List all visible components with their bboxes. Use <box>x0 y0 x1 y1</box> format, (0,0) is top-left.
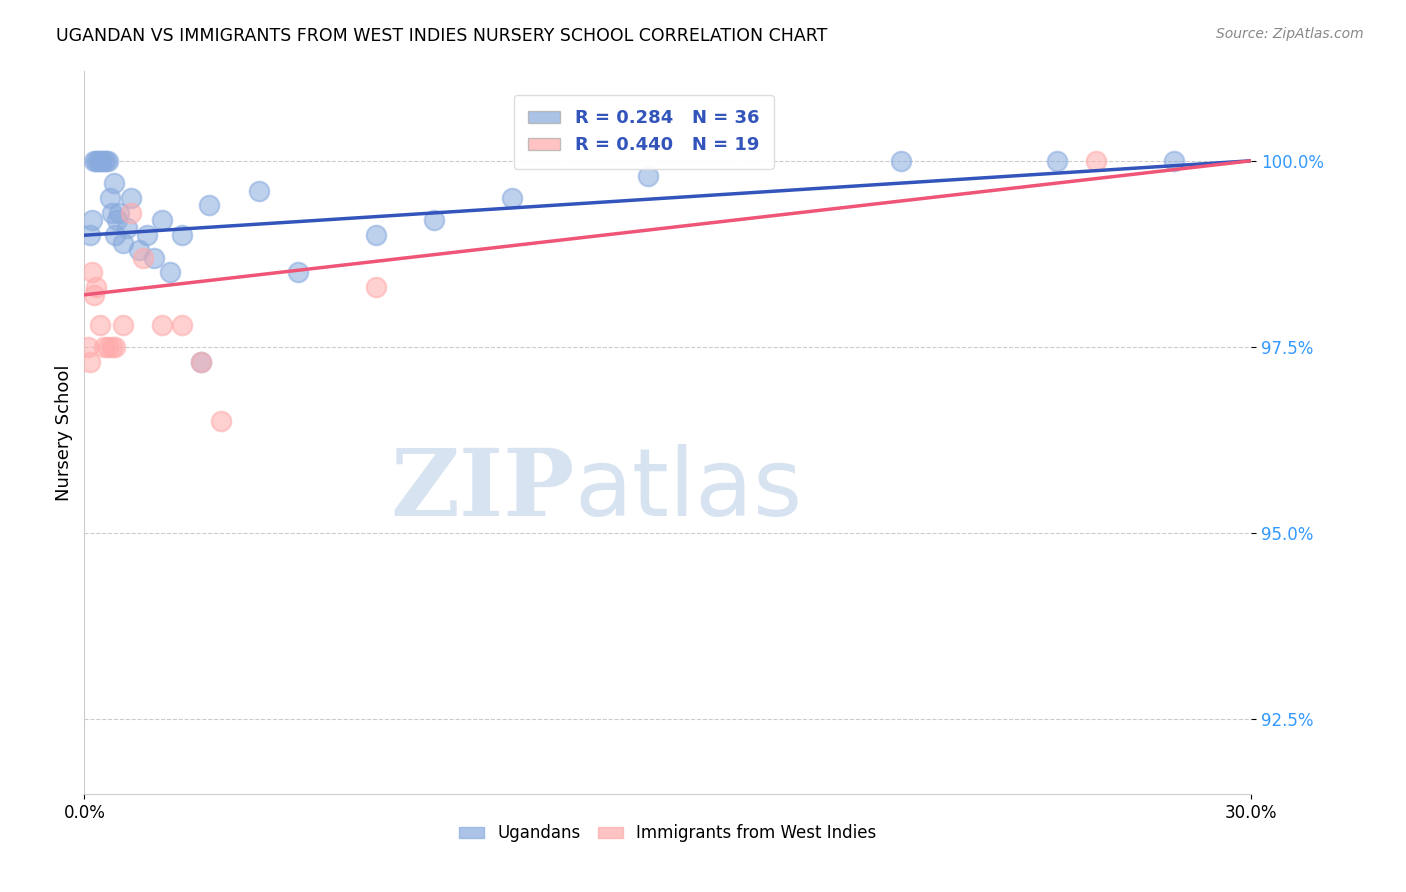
Point <box>103 176 125 190</box>
Point <box>90 153 112 168</box>
Point <box>120 206 142 220</box>
Point <box>93 340 115 354</box>
Point <box>87 153 110 168</box>
Point <box>190 355 212 369</box>
Point <box>209 414 232 428</box>
Point <box>83 288 105 302</box>
Point <box>112 235 135 250</box>
Point <box>104 228 127 243</box>
Point <box>108 206 131 220</box>
Point <box>366 280 388 294</box>
Point <box>89 153 111 168</box>
Point <box>128 243 150 257</box>
Point <box>150 318 173 332</box>
Point <box>170 228 193 243</box>
Point <box>89 318 111 332</box>
Point <box>501 191 523 205</box>
Point <box>79 355 101 369</box>
Legend: Ugandans, Immigrants from West Indies: Ugandans, Immigrants from West Indies <box>451 816 884 851</box>
Point <box>93 153 115 168</box>
Point <box>84 153 107 168</box>
Point <box>84 280 107 294</box>
Point <box>170 318 193 332</box>
Point <box>150 213 173 227</box>
Text: atlas: atlas <box>575 444 803 536</box>
Point <box>120 191 142 205</box>
Point <box>77 340 100 354</box>
Point <box>94 153 117 168</box>
Point <box>190 355 212 369</box>
Point <box>100 206 122 220</box>
Text: Source: ZipAtlas.com: Source: ZipAtlas.com <box>1216 27 1364 41</box>
Point <box>97 153 120 168</box>
Text: UGANDAN VS IMMIGRANTS FROM WEST INDIES NURSERY SCHOOL CORRELATION CHART: UGANDAN VS IMMIGRANTS FROM WEST INDIES N… <box>56 27 828 45</box>
Point <box>97 340 120 354</box>
Point <box>637 169 659 183</box>
Point <box>890 153 912 168</box>
Point <box>107 213 129 227</box>
Point <box>423 213 446 227</box>
Point <box>198 198 221 212</box>
Text: ZIP: ZIP <box>391 445 575 535</box>
Point <box>132 251 155 265</box>
Point <box>83 153 105 168</box>
Point <box>82 213 104 227</box>
Point <box>287 265 309 279</box>
Point <box>1084 153 1107 168</box>
Point <box>1046 153 1069 168</box>
Point <box>100 340 122 354</box>
Point <box>98 191 121 205</box>
Point <box>112 318 135 332</box>
Y-axis label: Nursery School: Nursery School <box>55 364 73 501</box>
Point <box>249 184 271 198</box>
Point <box>79 228 101 243</box>
Point <box>366 228 388 243</box>
Point <box>1163 153 1185 168</box>
Point <box>159 265 181 279</box>
Point <box>104 340 127 354</box>
Point <box>143 251 166 265</box>
Point <box>115 220 138 235</box>
Point <box>135 228 157 243</box>
Point <box>82 265 104 279</box>
